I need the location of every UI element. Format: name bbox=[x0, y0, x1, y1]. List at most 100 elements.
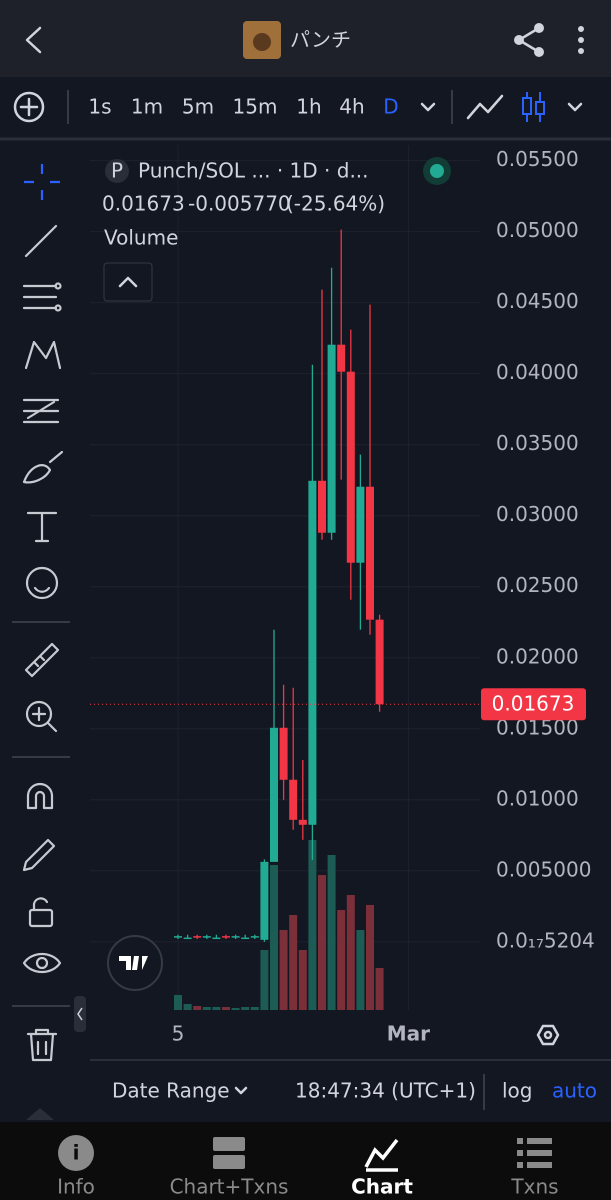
volume-bar bbox=[308, 840, 317, 1010]
candle-body bbox=[308, 480, 317, 825]
volume-bar bbox=[250, 1007, 259, 1010]
candle-body bbox=[260, 861, 269, 940]
y-tick-label: 0.04000 bbox=[496, 360, 579, 384]
legend-volume: Volume bbox=[104, 226, 178, 250]
x-tick-label: Mar bbox=[387, 1022, 430, 1046]
candle-body bbox=[202, 936, 211, 938]
interval-button[interactable]: 15m bbox=[233, 95, 278, 119]
parallel-lines-tool[interactable] bbox=[22, 282, 62, 312]
nav-item[interactable]: Chart bbox=[351, 1175, 413, 1199]
candle-body bbox=[375, 619, 384, 705]
auto-toggle[interactable]: auto bbox=[552, 1079, 597, 1103]
chart-settings[interactable] bbox=[536, 1024, 560, 1046]
add-indicator[interactable] bbox=[13, 91, 45, 123]
collapse-legend[interactable] bbox=[103, 262, 153, 302]
candle-body bbox=[193, 936, 202, 938]
date-range-dropdown[interactable] bbox=[234, 1086, 248, 1095]
candle-body bbox=[289, 779, 298, 820]
volume-bar bbox=[327, 855, 336, 1010]
more-button[interactable] bbox=[578, 26, 584, 54]
header-bar bbox=[0, 0, 611, 77]
candle-body bbox=[222, 936, 230, 938]
interval-dropdown[interactable] bbox=[420, 102, 436, 112]
volume-bar bbox=[289, 915, 298, 1010]
tradingview-logo bbox=[107, 935, 163, 991]
visibility-tool[interactable] bbox=[22, 952, 62, 974]
fib-tool[interactable] bbox=[22, 398, 60, 424]
chart-type-dropdown[interactable] bbox=[567, 102, 583, 112]
text-tool[interactable] bbox=[26, 511, 58, 543]
delete-tool[interactable] bbox=[26, 1028, 58, 1062]
log-toggle[interactable]: log bbox=[502, 1079, 533, 1103]
chart-txns-icon bbox=[213, 1137, 245, 1169]
volume-bar bbox=[174, 995, 182, 1010]
magnet-tool[interactable] bbox=[26, 782, 54, 810]
zoom-tool[interactable] bbox=[25, 700, 58, 733]
candle-body bbox=[279, 727, 288, 780]
symbol-logo bbox=[105, 159, 129, 183]
legend-change-percent: (-25.64%) bbox=[286, 192, 385, 216]
emoji-tool[interactable] bbox=[25, 566, 59, 600]
y-tick-label: 0.01000 bbox=[496, 786, 579, 810]
interval-button[interactable]: 1h bbox=[296, 95, 321, 119]
trend-line-tool[interactable] bbox=[24, 224, 58, 258]
last-price-tag bbox=[481, 688, 586, 721]
candle-body bbox=[346, 371, 355, 563]
collapse-toolbar[interactable] bbox=[74, 996, 86, 1032]
volume-bar bbox=[366, 905, 374, 1010]
draw-lock-tool[interactable] bbox=[22, 838, 56, 872]
collapse-legend-arrow bbox=[118, 276, 138, 288]
nav-item[interactable]: Txns bbox=[510, 1175, 558, 1199]
volume-bar bbox=[183, 1004, 192, 1010]
volume-bar bbox=[260, 950, 269, 1010]
volume-bar bbox=[279, 930, 288, 1010]
candle-body bbox=[231, 936, 240, 938]
date-range[interactable]: Date Range bbox=[112, 1079, 230, 1103]
volume-bar bbox=[270, 865, 278, 1010]
interval-button[interactable]: 4h bbox=[339, 95, 364, 119]
scroll-hint bbox=[26, 1108, 54, 1120]
volume-bar bbox=[356, 930, 365, 1010]
candle-body bbox=[327, 344, 336, 533]
share-button[interactable] bbox=[514, 23, 544, 57]
nav-item[interactable]: Info bbox=[57, 1175, 95, 1199]
nav-item[interactable]: Chart+Txns bbox=[170, 1175, 289, 1199]
pattern-tool[interactable] bbox=[24, 340, 62, 370]
volume-bar bbox=[202, 1007, 211, 1010]
x-tick-label: 5 bbox=[172, 1022, 185, 1046]
ruler-tool[interactable] bbox=[24, 642, 60, 678]
line-chart-icon[interactable] bbox=[466, 94, 504, 120]
crosshair-tool[interactable] bbox=[24, 164, 60, 200]
clock: 18:47:34 (UTC+1) bbox=[295, 1079, 476, 1103]
candle-chart-icon[interactable] bbox=[522, 92, 545, 122]
interval-button[interactable]: 1m bbox=[131, 95, 163, 119]
legend-price: 0.01673 bbox=[102, 192, 185, 216]
candle-body bbox=[298, 819, 307, 825]
lock-tool[interactable] bbox=[28, 897, 54, 928]
info-icon bbox=[58, 1135, 94, 1171]
symbol-logo-letter: P bbox=[111, 159, 123, 183]
info-icon-glyph: i bbox=[73, 1141, 80, 1165]
txns-icon bbox=[517, 1138, 552, 1168]
interval-button[interactable]: D bbox=[383, 95, 398, 119]
legend-change: -0.005770 bbox=[188, 192, 291, 216]
volume-bar bbox=[346, 895, 355, 1010]
bottom-nav bbox=[0, 1122, 611, 1200]
candle-body bbox=[241, 937, 250, 940]
candle-body bbox=[366, 486, 374, 620]
volume-bar bbox=[231, 1008, 240, 1010]
y-tick-label: 0.02500 bbox=[496, 573, 579, 597]
back-button[interactable] bbox=[25, 26, 42, 54]
brush-tool[interactable] bbox=[22, 450, 64, 484]
interval-button[interactable]: 5m bbox=[182, 95, 214, 119]
legend-symbol: Punch/SOL ... · 1D · d... bbox=[138, 159, 369, 183]
candle-body bbox=[356, 486, 365, 563]
last-price-label: 0.01673 bbox=[492, 692, 575, 716]
token-icon-face bbox=[253, 33, 271, 51]
y-tick-label: 0.05500 bbox=[496, 147, 579, 171]
chart-settings-center bbox=[543, 1030, 553, 1040]
status-dot bbox=[430, 164, 444, 178]
candle-body bbox=[174, 936, 182, 938]
interval-button[interactable]: 1s bbox=[88, 95, 111, 119]
